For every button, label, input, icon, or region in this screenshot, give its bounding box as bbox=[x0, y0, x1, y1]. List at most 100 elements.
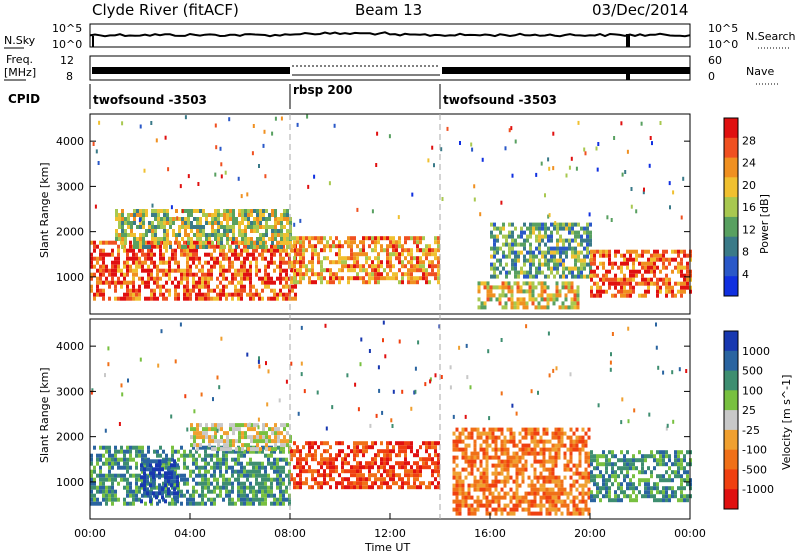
heatmap-cell bbox=[620, 498, 623, 503]
heatmap-cell bbox=[231, 497, 234, 502]
heatmap-cell bbox=[632, 474, 635, 479]
heatmap-cell bbox=[323, 449, 326, 454]
heatmap-cell bbox=[416, 264, 419, 269]
heatmap-cell bbox=[467, 507, 471, 512]
heatmap-cell bbox=[680, 458, 683, 463]
heatmap-cell bbox=[523, 258, 526, 263]
heatmap-cell bbox=[198, 288, 201, 293]
heatmap-cell bbox=[541, 234, 544, 239]
heatmap-cell bbox=[493, 266, 496, 271]
heatmap-cell bbox=[359, 252, 362, 257]
heatmap-cell bbox=[238, 427, 241, 432]
heatmap-cell bbox=[577, 274, 580, 279]
heatmap-cell bbox=[431, 469, 434, 474]
heatmap-cell bbox=[547, 258, 550, 263]
heatmap-cell bbox=[156, 453, 159, 458]
heatmap-cell bbox=[220, 435, 223, 440]
heatmap-cell bbox=[382, 338, 384, 343]
heatmap-cell bbox=[567, 305, 571, 310]
heatmap-cell bbox=[132, 260, 135, 265]
heatmap-cell bbox=[529, 258, 532, 263]
heatmap-cell bbox=[488, 416, 491, 421]
heatmap-cell bbox=[123, 457, 126, 462]
heatmap-cell bbox=[515, 503, 519, 508]
heatmap-cell bbox=[536, 487, 540, 492]
heatmap-cell bbox=[145, 213, 148, 217]
heatmap-cell bbox=[608, 478, 611, 483]
heatmap-cell bbox=[153, 244, 156, 249]
heatmap-cell bbox=[653, 486, 656, 491]
heatmap-cell bbox=[177, 292, 180, 297]
heatmap-cell bbox=[416, 280, 419, 285]
heatmap-cell bbox=[280, 431, 283, 436]
heatmap-cell bbox=[527, 427, 531, 432]
heatmap-cell bbox=[602, 277, 605, 282]
heatmap-cell bbox=[199, 221, 202, 225]
heatmap-cell bbox=[252, 501, 255, 506]
heatmap-cell bbox=[490, 266, 493, 271]
heatmap-cell bbox=[229, 245, 232, 249]
heatmap-cell bbox=[229, 427, 232, 432]
heatmap-cell bbox=[398, 473, 401, 478]
heatmap-cell bbox=[107, 346, 110, 351]
heatmap-cell bbox=[155, 138, 158, 143]
heatmap-cell bbox=[149, 495, 152, 500]
heatmap-cell bbox=[299, 485, 302, 490]
heatmap-cell bbox=[614, 470, 617, 475]
heatmap-cell bbox=[537, 390, 539, 395]
heatmap-cell bbox=[261, 288, 264, 293]
heatmap-cell bbox=[148, 245, 151, 249]
heatmap-cell bbox=[111, 260, 114, 265]
heatmap-cell bbox=[548, 499, 552, 504]
heatmap-cell bbox=[311, 256, 314, 261]
heatmap-cell bbox=[335, 236, 338, 241]
heatmap-cell bbox=[541, 270, 544, 275]
heatmap-cell bbox=[222, 473, 225, 478]
heatmap-cell bbox=[279, 477, 282, 482]
heatmap-cell bbox=[267, 284, 270, 289]
heatmap-cell bbox=[539, 451, 543, 456]
heatmap-cell bbox=[210, 272, 213, 277]
heatmap-cell bbox=[237, 280, 240, 285]
heatmap-cell bbox=[207, 481, 210, 486]
heatmap-cell bbox=[413, 469, 416, 474]
heatmap-cell bbox=[198, 445, 201, 450]
heatmap-cell bbox=[452, 439, 456, 444]
heatmap-cell bbox=[171, 453, 174, 458]
heatmap-cell bbox=[249, 280, 252, 285]
heatmap-cell bbox=[416, 240, 419, 245]
heatmap-cell bbox=[605, 273, 608, 278]
heatmap-cell bbox=[177, 296, 180, 301]
heatmap-cell bbox=[183, 477, 186, 482]
heatmap-cell bbox=[121, 237, 124, 241]
heatmap-cell bbox=[158, 471, 161, 476]
heatmap-cell bbox=[208, 213, 211, 217]
heatmap-cell bbox=[226, 439, 229, 444]
heatmap-cell bbox=[114, 449, 117, 454]
heatmap-cell bbox=[170, 491, 173, 496]
heatmap-cell bbox=[566, 511, 570, 516]
heatmap-cell bbox=[686, 261, 689, 266]
heatmap-cell bbox=[123, 296, 126, 301]
heatmap-cell bbox=[117, 280, 120, 285]
heatmap-cell bbox=[611, 261, 614, 266]
heatmap-cell bbox=[576, 293, 580, 298]
heatmap-cell bbox=[90, 457, 93, 462]
heatmap-cell bbox=[271, 447, 274, 452]
heatmap-cell bbox=[570, 289, 574, 294]
heatmap-cell bbox=[229, 443, 232, 448]
heatmap-cell bbox=[311, 236, 314, 241]
heatmap-cell bbox=[282, 457, 285, 462]
heatmap-cell bbox=[285, 268, 288, 273]
heatmap-cell bbox=[114, 497, 117, 502]
heatmap-cell bbox=[105, 264, 108, 269]
heatmap-cell bbox=[154, 229, 157, 233]
y-tick-label: 3000 bbox=[56, 180, 84, 193]
heatmap-cell bbox=[572, 503, 576, 508]
heatmap-cell bbox=[135, 453, 138, 458]
heatmap-cell bbox=[572, 483, 576, 488]
heatmap-cell bbox=[546, 301, 550, 306]
heatmap-cell bbox=[296, 280, 299, 285]
heatmap-cell bbox=[383, 461, 386, 466]
heatmap-cell bbox=[168, 292, 171, 297]
